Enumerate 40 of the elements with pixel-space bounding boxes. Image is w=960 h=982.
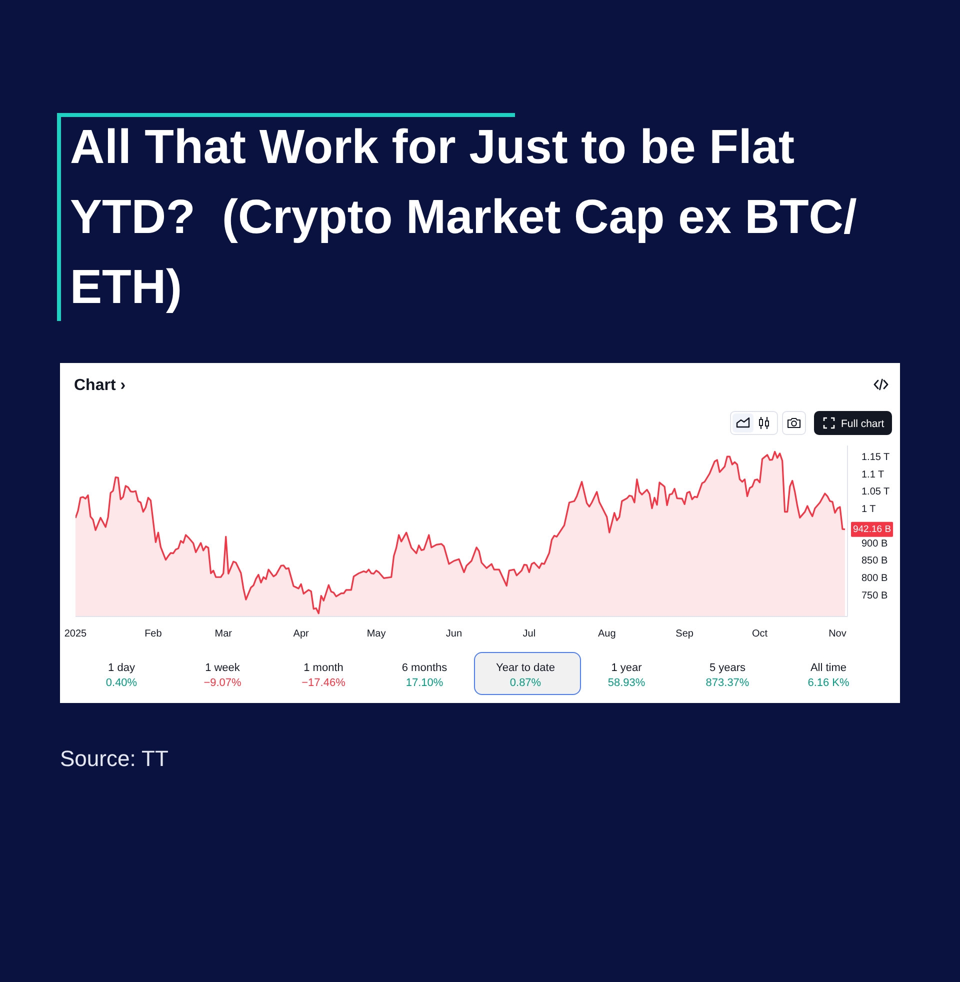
chart-title: All That Work for Just to be Flat YTD? (Crypto Market Cap ex BTC/ ETH) [70, 120, 858, 316]
text: Chart › [74, 376, 126, 396]
source-note: Source: TT [60, 745, 168, 773]
text: 1 week [204, 661, 241, 676]
text: 0.87% [508, 676, 542, 691]
x-tick-label: Jul [522, 628, 536, 640]
y-tick-label: 800 B [862, 573, 888, 584]
x-tick-label: Oct [752, 628, 768, 640]
x-tick-label: Apr [293, 628, 310, 640]
y-tick-label: 750 B [862, 590, 888, 602]
text: 6 months [400, 661, 448, 676]
text: 873.37% [704, 676, 750, 691]
x-tick-label: Nov [828, 628, 846, 640]
text: Year to date [495, 661, 556, 676]
y-tick-label: 1 T [862, 504, 876, 515]
text: 58.93% [606, 676, 646, 691]
x-tick-label: Aug [598, 628, 616, 640]
text: 1 year [610, 661, 643, 676]
x-tick-label: May [366, 628, 386, 640]
y-tick-label: 850 B [862, 556, 888, 567]
x-tick-label: Jun [446, 628, 462, 640]
text: 6.16 K% [806, 676, 850, 691]
text: 1 day [107, 661, 136, 676]
annotation: 942.16 B [852, 524, 892, 535]
text: 17.10% [404, 676, 444, 691]
y-tick-label: 1.15 T [862, 452, 890, 464]
x-tick-label: Sep [676, 628, 694, 640]
text: −9.07% [202, 676, 242, 691]
button-full-chart: Full chart [814, 411, 892, 435]
y-tick-label: 1.1 T [862, 469, 884, 480]
text: 0.40% [104, 676, 138, 691]
x-tick-label: Mar [214, 628, 233, 640]
text: 1 month [302, 661, 344, 676]
x-tick-label: 2025 [64, 628, 88, 640]
y-tick-label: 900 B [862, 538, 888, 550]
text: 5 years [708, 661, 747, 676]
text: All time [809, 661, 848, 676]
x-tick-label: Feb [144, 628, 162, 640]
y-tick-label: 1.05 T [862, 486, 890, 498]
text: −17.46% [300, 676, 346, 691]
